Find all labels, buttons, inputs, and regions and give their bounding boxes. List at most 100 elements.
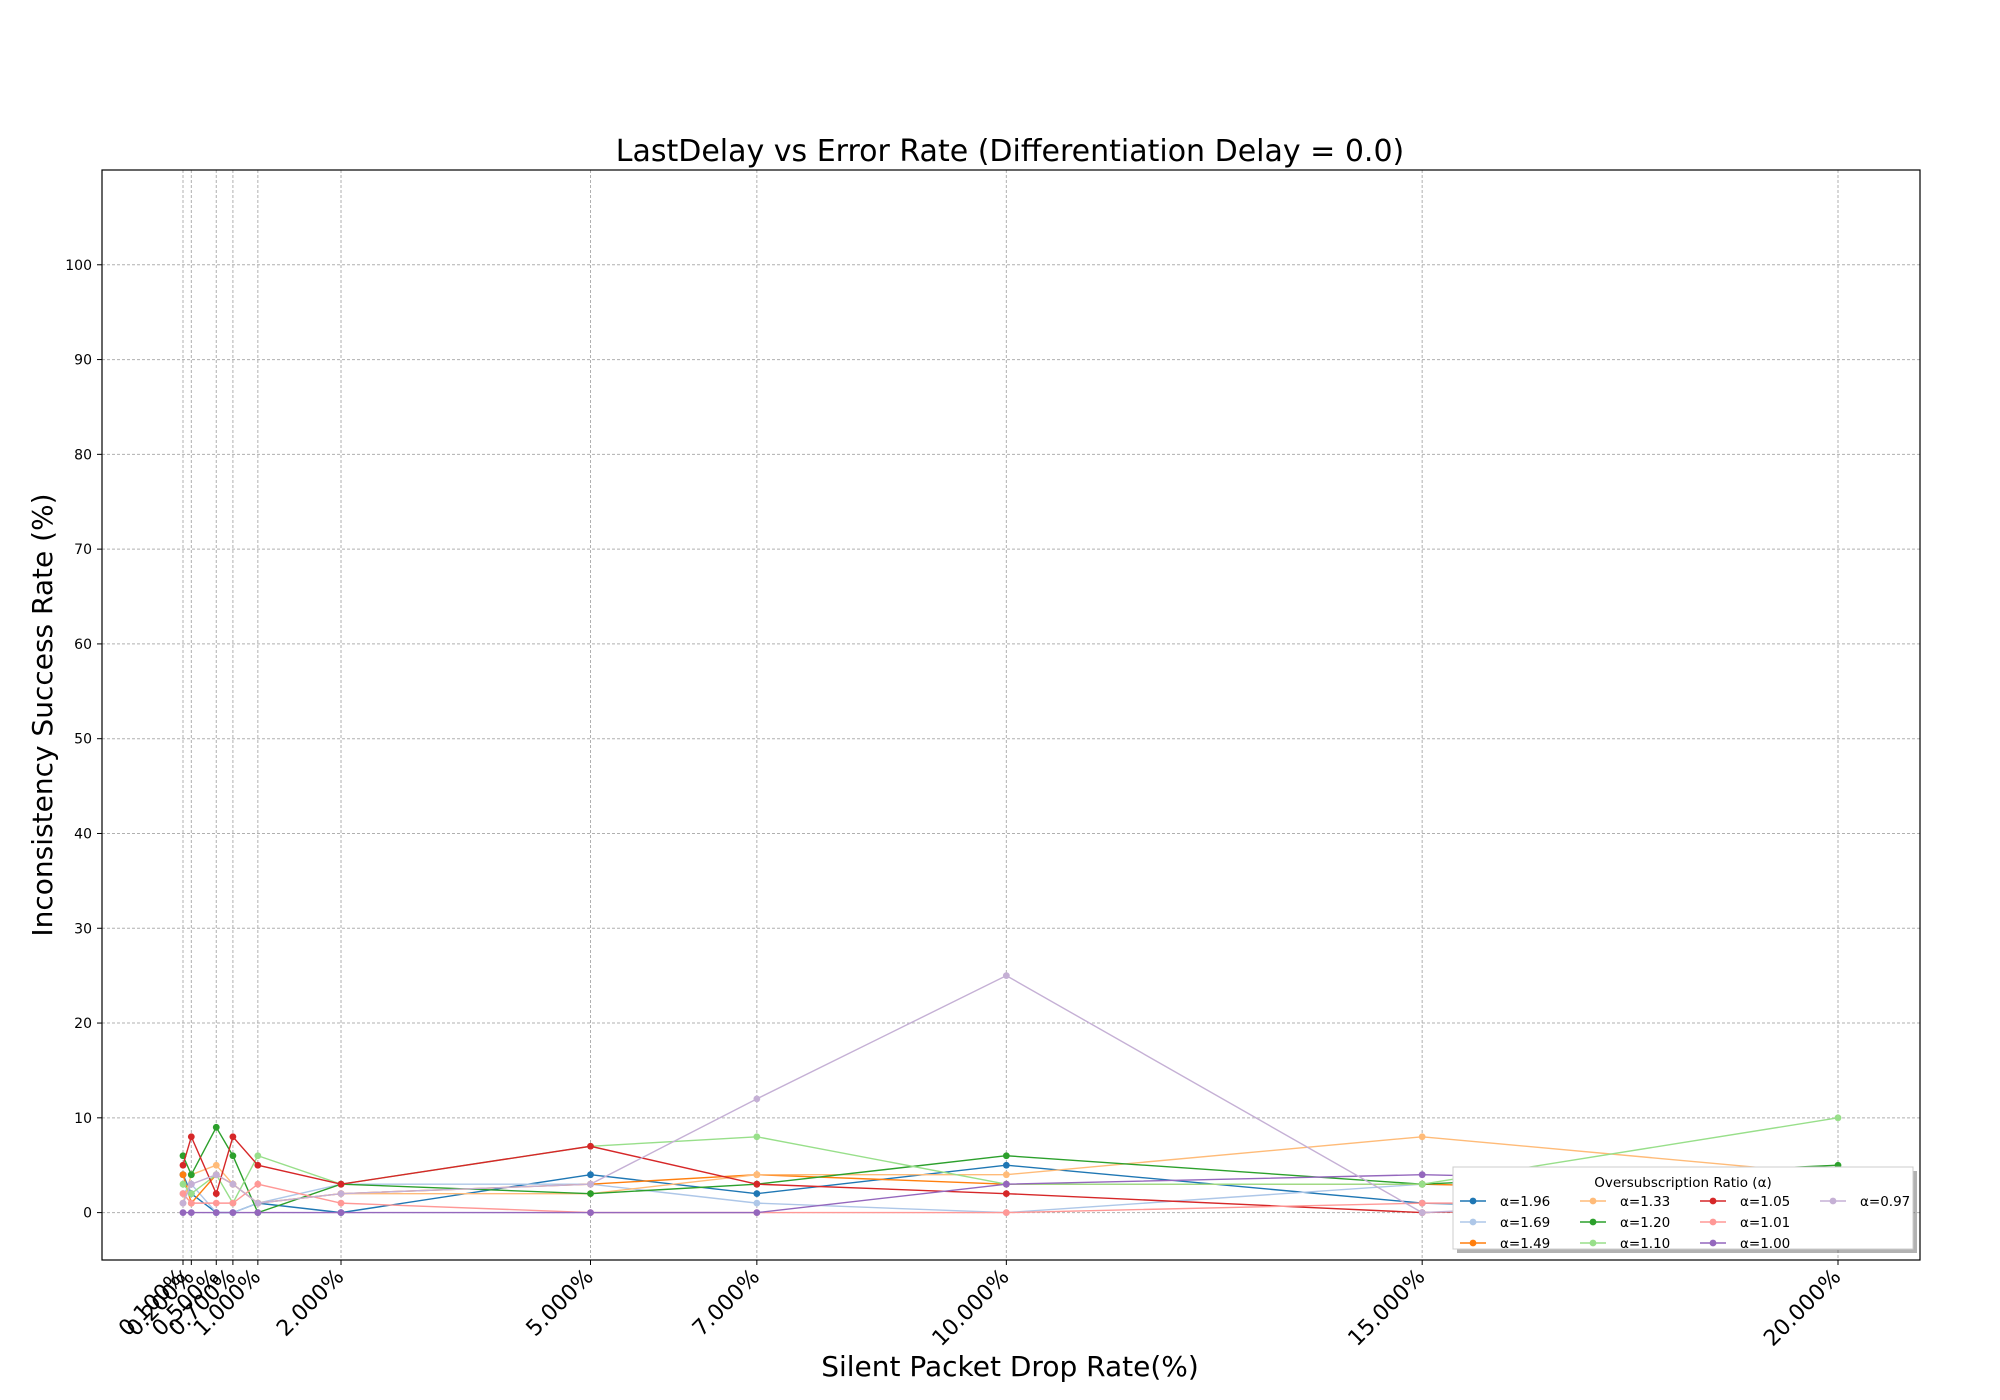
legend-swatch-marker [1589,1239,1597,1247]
data-point [229,1133,237,1141]
legend-item: α=1.96 [1460,1194,1550,1210]
data-point [337,1209,345,1217]
y-tick-label: 30 [74,921,92,937]
series-105 [179,1133,1842,1217]
data-point [1002,1180,1010,1188]
data-point [1834,1114,1842,1122]
data-point [229,1199,237,1207]
legend-swatch-marker [1469,1197,1477,1205]
data-point [337,1190,345,1198]
legend-item: α=1.33 [1580,1194,1670,1210]
legend-label: α=0.97 [1860,1194,1910,1210]
y-tick-label: 20 [74,1016,92,1032]
data-point [587,1142,594,1150]
data-point [187,1199,195,1207]
data-point [254,1152,262,1160]
legend-swatch-marker [1709,1197,1717,1205]
data-point [254,1161,262,1169]
legend-label: α=1.49 [1500,1236,1550,1252]
y-tick-label: 50 [74,732,92,748]
y-tick-label: 0 [83,1206,92,1222]
legend-items: α=1.96 α=1.69 α=1.49 α=1.33 α=1.20 α=1.10 α=1.… [1460,1194,1910,1252]
data-point [1418,1180,1426,1188]
data-point [1002,1171,1010,1179]
legend-item: α=1.69 [1460,1215,1550,1231]
data-point [254,1180,262,1188]
data-point [1418,1171,1426,1179]
data-point [1002,1190,1010,1198]
series-097 [179,972,1842,1217]
data-point [337,1199,345,1207]
legend-item: α=1.05 [1700,1194,1790,1210]
data-point [587,1209,594,1217]
data-point [1418,1199,1426,1207]
grid [102,170,1920,1260]
data-point [187,1190,195,1198]
data-point [187,1133,195,1141]
data-point [1002,1209,1010,1217]
data-point [254,1209,262,1217]
legend-label: α=1.33 [1620,1194,1670,1210]
data-point [753,1209,761,1217]
data-point [179,1180,187,1188]
data-point [187,1180,195,1188]
data-point [1002,1161,1010,1169]
data-point [212,1190,220,1198]
data-point [212,1209,220,1217]
legend-item: α=1.10 [1580,1236,1670,1252]
legend-swatch-marker [1469,1239,1477,1247]
data-point [1002,1152,1010,1160]
legend-item: α=1.00 [1700,1236,1790,1252]
legend-swatch-marker [1829,1197,1837,1205]
data-point [587,1180,594,1188]
legend-item: α=1.01 [1700,1215,1790,1231]
data-point [337,1180,345,1188]
data-point [753,1199,761,1207]
legend-swatch-marker [1589,1197,1597,1205]
data-point [1002,972,1010,980]
data-point [179,1161,187,1169]
y-tick-label: 70 [74,542,92,558]
y-tick-label: 10 [74,1111,92,1127]
data-point [753,1180,761,1188]
data-point [187,1209,195,1217]
legend-swatch-marker [1469,1218,1477,1226]
data-point [179,1199,187,1207]
data-point [753,1171,761,1179]
y-tick-label: 40 [74,826,92,842]
data-point [179,1171,187,1179]
data-point [1418,1133,1426,1141]
data-point [212,1171,220,1179]
data-point [753,1190,761,1198]
data-point [1418,1209,1426,1217]
y-tick-label: 90 [74,353,92,369]
legend-swatch-marker [1589,1218,1597,1226]
data-point [212,1123,220,1131]
y-tick-label: 80 [74,447,92,463]
y-axis-ticks: 0 10 20 30 40 50 60 70 80 90 100 [65,258,102,1222]
legend-item: α=1.20 [1580,1215,1670,1231]
legend-swatch-marker [1709,1218,1717,1226]
legend-label: α=1.69 [1500,1215,1550,1231]
data-point [753,1133,761,1141]
legend-title: Oversubscription Ratio (α) [1594,1175,1772,1191]
data-point [229,1209,237,1217]
legend-label: α=1.00 [1740,1236,1790,1252]
data-point [753,1095,761,1103]
x-axis-label: Silent Packet Drop Rate(%) [821,1350,1199,1383]
y-tick-label: 100 [65,258,92,274]
data-point [587,1190,594,1198]
data-point [212,1161,220,1169]
y-tick-label: 60 [74,637,92,653]
legend-label: α=1.96 [1500,1194,1550,1210]
data-point [179,1190,187,1198]
data-point [212,1199,220,1207]
plot-frame [101,169,1921,1261]
legend-label: α=1.20 [1620,1215,1670,1231]
legend-label: α=1.01 [1740,1215,1790,1231]
legend: Oversubscription Ratio (α) α=1.96α=1.69α… [1452,1166,1917,1253]
data-point [229,1152,237,1160]
legend-swatch-marker [1709,1239,1717,1247]
legend-item: α=1.49 [1460,1236,1550,1252]
